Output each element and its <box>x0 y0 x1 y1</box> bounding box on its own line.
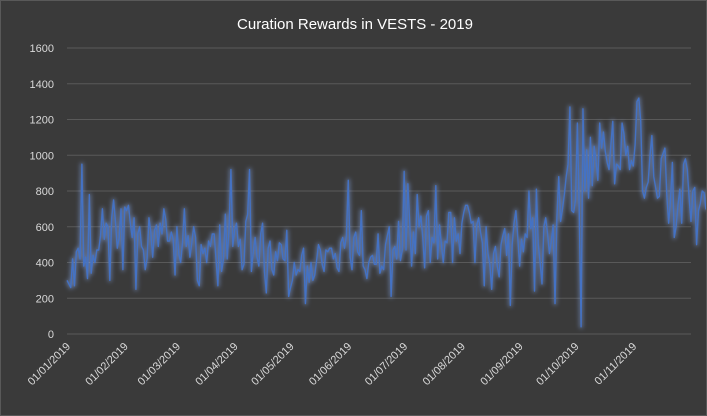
y-tick-label: 400 <box>36 258 54 270</box>
x-tick-label: 01/10/2019 <box>534 341 581 388</box>
chart-title: Curation Rewards in VESTS - 2019 <box>237 16 473 33</box>
x-tick-label: 01/06/2019 <box>307 341 354 388</box>
x-tick-label: 01/11/2019 <box>593 341 640 388</box>
y-tick-label: 1400 <box>30 79 54 91</box>
y-tick-label: 0 <box>48 329 54 341</box>
series <box>65 96 706 329</box>
y-tick-label: 800 <box>36 186 54 198</box>
x-tick-label: 01/08/2019 <box>421 341 468 388</box>
y-axis: 0 200 400 600 800 1000 1200 1400 1600 <box>30 43 54 341</box>
x-tick-label: 01/07/2019 <box>363 341 410 388</box>
x-tick-label: 01/04/2019 <box>193 341 240 388</box>
series-line <box>66 97 706 328</box>
y-tick-label: 1000 <box>30 150 54 162</box>
x-tick-label: 01/03/2019 <box>136 341 183 388</box>
x-tick-label: 01/05/2019 <box>249 341 296 388</box>
x-axis: 01/01/2019 01/02/2019 01/03/2019 01/04/2019… <box>26 341 640 388</box>
series-line-glow <box>65 96 706 329</box>
x-tick-label: 01/09/2019 <box>478 341 525 388</box>
y-tick-label: 1600 <box>30 43 54 55</box>
y-tick-label: 600 <box>36 222 54 234</box>
x-tick-label: 01/02/2019 <box>83 341 130 388</box>
y-tick-label: 1200 <box>30 115 54 127</box>
x-tick-label: 01/01/2019 <box>26 341 73 388</box>
gridlines <box>67 47 691 335</box>
y-tick-label: 200 <box>36 293 54 305</box>
